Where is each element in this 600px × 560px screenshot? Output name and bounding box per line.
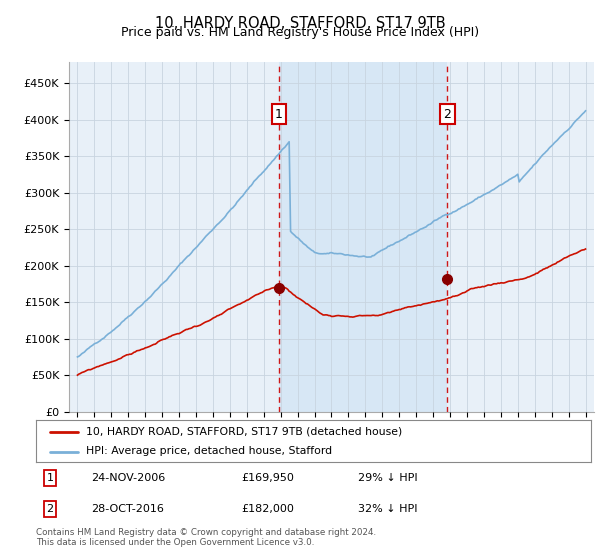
Text: £182,000: £182,000 — [241, 504, 294, 514]
Text: Contains HM Land Registry data © Crown copyright and database right 2024.
This d: Contains HM Land Registry data © Crown c… — [36, 528, 376, 547]
Text: 2: 2 — [46, 504, 53, 514]
Text: 32% ↓ HPI: 32% ↓ HPI — [358, 504, 418, 514]
Text: 24-NOV-2006: 24-NOV-2006 — [92, 473, 166, 483]
Text: 10, HARDY ROAD, STAFFORD, ST17 9TB: 10, HARDY ROAD, STAFFORD, ST17 9TB — [155, 16, 445, 31]
Text: £169,950: £169,950 — [241, 473, 294, 483]
Text: 28-OCT-2016: 28-OCT-2016 — [92, 504, 164, 514]
Text: 29% ↓ HPI: 29% ↓ HPI — [358, 473, 418, 483]
Text: 1: 1 — [46, 473, 53, 483]
Text: Price paid vs. HM Land Registry's House Price Index (HPI): Price paid vs. HM Land Registry's House … — [121, 26, 479, 39]
Text: 1: 1 — [275, 108, 283, 120]
Text: 2: 2 — [443, 108, 451, 120]
Text: HPI: Average price, detached house, Stafford: HPI: Average price, detached house, Staf… — [86, 446, 332, 456]
Bar — [279, 62, 447, 412]
Text: 10, HARDY ROAD, STAFFORD, ST17 9TB (detached house): 10, HARDY ROAD, STAFFORD, ST17 9TB (deta… — [86, 427, 402, 437]
